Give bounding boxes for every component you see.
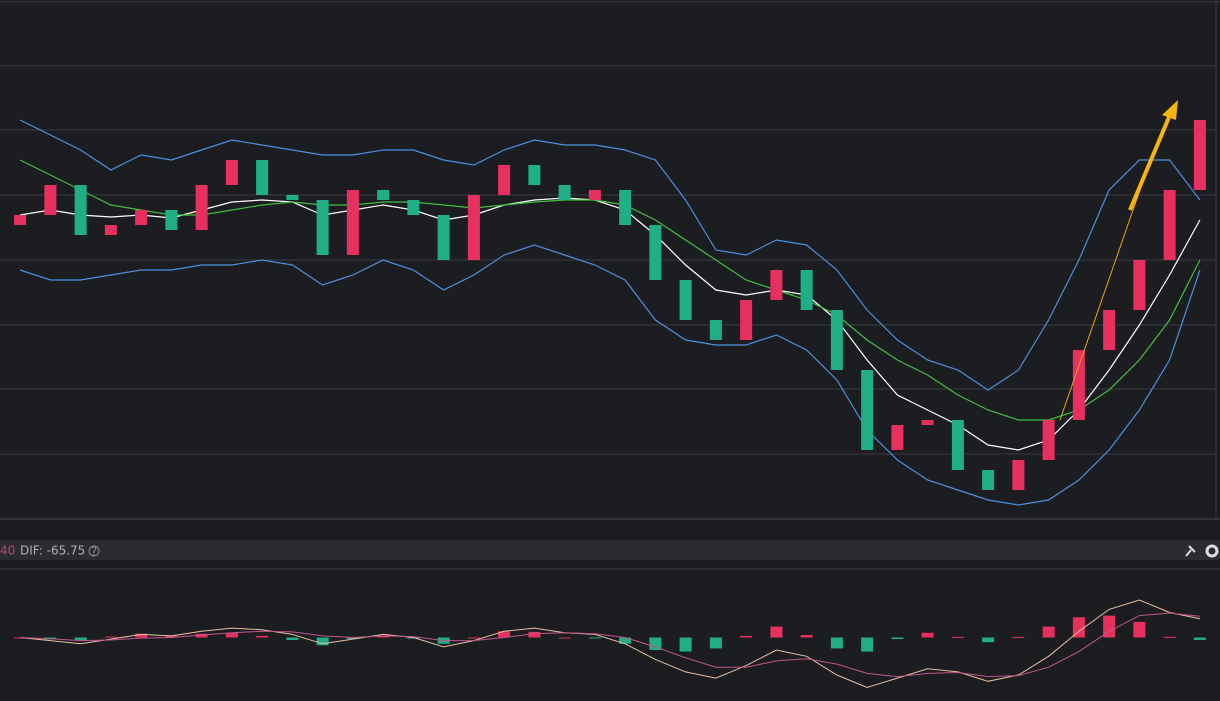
candle bbox=[467, 195, 480, 260]
trend-line bbox=[1059, 189, 1141, 421]
macd-bar bbox=[1042, 626, 1055, 638]
band-line bbox=[20, 197, 1201, 451]
candle bbox=[982, 470, 995, 490]
candle bbox=[1133, 260, 1146, 310]
macd-bar bbox=[770, 626, 783, 638]
arrow-shaft bbox=[1128, 109, 1174, 211]
candle bbox=[195, 185, 208, 230]
candle bbox=[256, 160, 269, 195]
macd-bar bbox=[891, 637, 904, 640]
macd-bar bbox=[1012, 636, 1025, 638]
macd-bar bbox=[74, 637, 87, 641]
candle bbox=[135, 210, 148, 225]
candle bbox=[1042, 420, 1055, 460]
macd-bar bbox=[467, 637, 480, 639]
candle bbox=[1012, 460, 1025, 490]
macd-bar bbox=[861, 637, 874, 652]
candle bbox=[921, 420, 934, 425]
indicator-header bbox=[0, 540, 1220, 560]
macd-bar bbox=[1103, 615, 1116, 638]
candle bbox=[225, 160, 238, 185]
indicator-partial-label: 40 bbox=[0, 544, 15, 558]
candle bbox=[709, 320, 722, 340]
candle bbox=[498, 165, 511, 195]
candle bbox=[619, 190, 632, 225]
macd-bar bbox=[498, 631, 511, 638]
macd-bar bbox=[346, 637, 359, 640]
macd-bar bbox=[1133, 621, 1146, 638]
macd-bar bbox=[982, 637, 995, 643]
candle bbox=[14, 215, 27, 225]
candle bbox=[104, 225, 117, 235]
candle bbox=[951, 420, 964, 470]
candle bbox=[740, 300, 753, 340]
pin-icon[interactable] bbox=[1185, 545, 1196, 557]
candle bbox=[800, 270, 813, 310]
candle bbox=[286, 195, 299, 200]
macd-bar bbox=[256, 635, 269, 638]
macd-bar bbox=[528, 631, 541, 638]
macd-panel bbox=[14, 599, 1206, 689]
candle bbox=[679, 280, 692, 320]
candle bbox=[44, 185, 57, 215]
macd-bar bbox=[1163, 636, 1176, 638]
indicator-label: DIF: -65.75 bbox=[20, 544, 85, 558]
candle bbox=[830, 310, 843, 370]
macd-line bbox=[20, 612, 1200, 678]
macd-bar bbox=[619, 637, 632, 644]
macd-line bbox=[20, 599, 1201, 689]
macd-bar bbox=[709, 637, 722, 649]
macd-bar bbox=[286, 637, 299, 640]
macd-bar bbox=[165, 635, 178, 638]
macd-bar bbox=[740, 635, 753, 638]
macd-bar bbox=[649, 637, 662, 650]
macd-bar bbox=[1072, 617, 1085, 638]
macd-bar bbox=[588, 637, 601, 639]
candle bbox=[316, 200, 329, 255]
candle bbox=[407, 200, 420, 215]
candle bbox=[346, 190, 359, 255]
price-panel bbox=[0, 65, 1216, 506]
candle bbox=[588, 190, 601, 200]
arrow-head bbox=[1162, 100, 1178, 120]
candle bbox=[770, 270, 783, 300]
settings-icon[interactable] bbox=[1205, 544, 1219, 558]
macd-bar bbox=[951, 636, 964, 638]
candle bbox=[377, 190, 390, 200]
candle bbox=[649, 225, 662, 280]
candle bbox=[861, 370, 874, 450]
candle bbox=[74, 185, 87, 235]
candle bbox=[1163, 190, 1176, 260]
band-line bbox=[19, 244, 1201, 506]
band-line bbox=[19, 159, 1201, 421]
help-icon-mark: ? bbox=[91, 545, 97, 559]
candle bbox=[558, 185, 571, 200]
help-icon[interactable] bbox=[88, 545, 100, 557]
macd-bar bbox=[316, 637, 329, 646]
macd-bar bbox=[195, 633, 208, 638]
macd-bar bbox=[104, 636, 117, 638]
band-line bbox=[19, 119, 1201, 391]
macd-bar bbox=[921, 632, 934, 638]
macd-bar bbox=[1193, 637, 1206, 640]
candle bbox=[1072, 350, 1085, 420]
candle bbox=[165, 210, 178, 230]
macd-bar bbox=[830, 637, 843, 649]
candle bbox=[1193, 120, 1206, 190]
macd-bar bbox=[135, 633, 148, 638]
macd-bar bbox=[679, 637, 692, 652]
macd-bar bbox=[377, 635, 390, 638]
candle bbox=[528, 165, 541, 185]
macd-bar bbox=[800, 635, 813, 638]
macd-bar bbox=[225, 632, 238, 638]
candle bbox=[891, 425, 904, 450]
macd-bar bbox=[558, 637, 571, 639]
candle bbox=[437, 215, 450, 260]
candle bbox=[1103, 310, 1116, 350]
